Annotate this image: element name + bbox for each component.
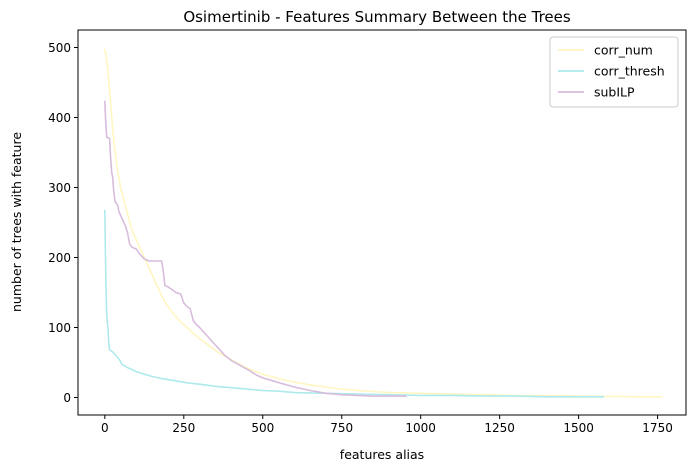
y-axis-ticks: 0 100 200 300 400 500 bbox=[48, 41, 78, 405]
x-tick-label: 500 bbox=[251, 421, 274, 435]
x-tick-label: 750 bbox=[330, 421, 353, 435]
x-tick-label: 0 bbox=[101, 421, 109, 435]
y-tick-label: 500 bbox=[48, 41, 71, 55]
x-tick-label: 1750 bbox=[642, 421, 673, 435]
legend-label-corr-thresh: corr_thresh bbox=[594, 64, 665, 79]
series-line-corr-thresh bbox=[104, 209, 604, 398]
series-line-corr-num bbox=[104, 48, 663, 398]
x-axis-ticks: 0 250 500 750 1000 1250 1500 1750 bbox=[101, 415, 673, 435]
legend-label-corr-num: corr_num bbox=[594, 43, 653, 58]
legend-box bbox=[549, 36, 679, 108]
y-tick-label: 100 bbox=[48, 321, 71, 335]
legend: corr_num corr_thresh subILP bbox=[549, 36, 679, 108]
y-tick-label: 400 bbox=[48, 111, 71, 125]
y-tick-label: 200 bbox=[48, 251, 71, 265]
legend-label-subILP: subILP bbox=[594, 85, 635, 100]
y-tick-label: 0 bbox=[63, 391, 71, 405]
series-layer bbox=[104, 48, 663, 398]
x-tick-label: 1000 bbox=[405, 421, 436, 435]
x-tick-label: 1500 bbox=[563, 421, 594, 435]
x-tick-label: 1250 bbox=[484, 421, 515, 435]
x-axis-label: features alias bbox=[340, 447, 424, 462]
plot-frame bbox=[77, 29, 687, 416]
chart-title: Osimertinib - Features Summary Between t… bbox=[183, 8, 571, 26]
y-axis-label: number of trees with feature bbox=[9, 132, 24, 312]
series-line-subILP bbox=[104, 100, 407, 397]
x-tick-label: 250 bbox=[172, 421, 195, 435]
y-tick-label: 300 bbox=[48, 181, 71, 195]
